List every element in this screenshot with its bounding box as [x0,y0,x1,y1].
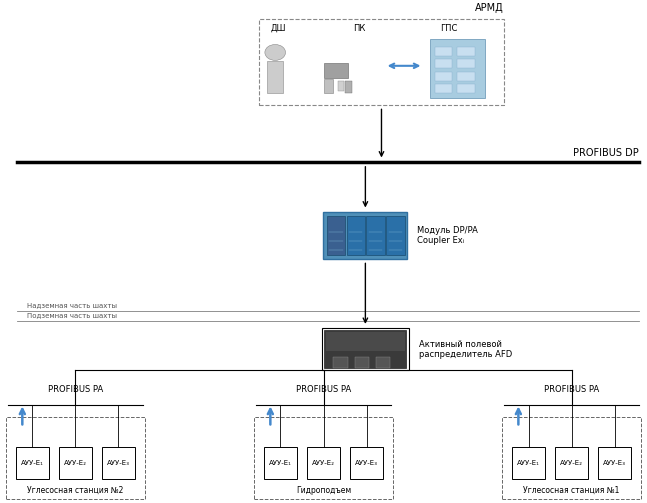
Text: Надземная часть шахты: Надземная часть шахты [27,302,117,308]
Bar [457,47,475,56]
Text: ГПС: ГПС [441,24,458,33]
Bar [457,84,475,93]
Text: Модуль DP/PA
Coupler Exᵢ: Модуль DP/PA Coupler Exᵢ [417,226,477,245]
Text: АУУ-E₁: АУУ-E₁ [21,460,44,466]
Bar [254,417,393,499]
Bar [435,59,452,68]
Bar [6,417,145,499]
Bar [435,47,452,56]
Bar [307,447,340,479]
Bar [347,216,365,255]
Bar [59,447,93,479]
Text: Гидроподъем: Гидроподъем [296,486,351,495]
Bar [430,39,485,98]
Text: АУУ-E₂: АУУ-E₂ [560,460,583,466]
Bar [324,63,348,78]
Text: АУУ-E₁: АУУ-E₁ [517,460,540,466]
Bar [512,447,545,479]
Text: АУУ-E₁: АУУ-E₁ [269,460,292,466]
Bar [324,330,406,368]
Bar [355,357,369,368]
Text: АУУ-E₂: АУУ-E₂ [64,460,87,466]
Text: Углесосная станция №2: Углесосная станция №2 [27,486,124,495]
Bar [16,447,49,479]
Bar [435,72,452,80]
Bar [324,212,407,259]
Text: PROFIBUS DP: PROFIBUS DP [573,148,639,158]
Bar [325,332,405,352]
Text: Углесосная станция №1: Углесосная станция №1 [523,486,620,495]
Text: ПК: ПК [353,24,365,33]
Bar [502,417,641,499]
Bar [435,84,452,93]
Bar [267,61,283,93]
Bar [333,357,347,368]
Bar [457,72,475,80]
Bar [457,59,475,68]
Text: PROFIBUS PA: PROFIBUS PA [48,385,103,394]
Bar [345,80,352,93]
Circle shape [265,45,285,60]
Bar [259,19,504,106]
Bar [322,328,409,370]
Bar [554,447,588,479]
Text: АУУ-E₂: АУУ-E₂ [312,460,335,466]
Bar [102,447,135,479]
Bar [366,216,385,255]
Text: ДШ: ДШ [270,24,286,33]
Bar [324,79,333,93]
Bar [376,357,390,368]
Text: АРМД: АРМД [475,3,504,13]
Text: Активный полевой
распределитель AFD: Активный полевой распределитель AFD [419,340,512,359]
Text: Подземная часть шахты: Подземная часть шахты [27,312,117,318]
Bar [264,447,297,479]
Bar [327,216,345,255]
Text: PROFIBUS PA: PROFIBUS PA [544,385,599,394]
Bar [386,216,404,255]
Bar [338,80,344,91]
Bar [350,447,383,479]
Bar [598,447,631,479]
Text: АУУ-E₃: АУУ-E₃ [603,460,626,466]
Text: PROFIBUS PA: PROFIBUS PA [296,385,351,394]
Text: АУУ-E₃: АУУ-E₃ [355,460,378,466]
Text: АУУ-E₃: АУУ-E₃ [107,460,130,466]
